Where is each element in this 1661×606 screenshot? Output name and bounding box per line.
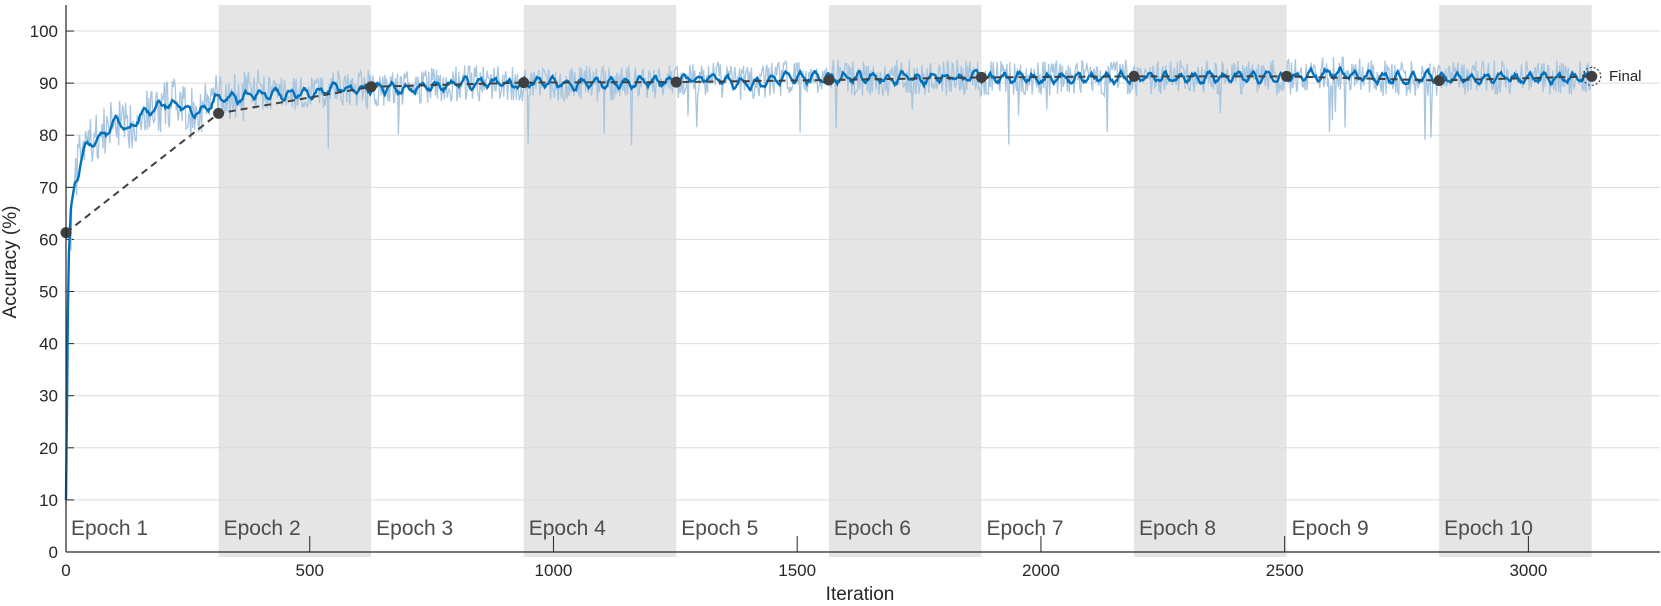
epoch-label: Epoch 1 xyxy=(71,517,148,540)
y-tick-label: 60 xyxy=(39,230,58,249)
y-axis-label: Accuracy (%) xyxy=(0,206,21,319)
validation-point xyxy=(1281,70,1293,82)
y-tick-label: 10 xyxy=(39,491,58,510)
validation-point xyxy=(1128,70,1140,82)
epoch-label: Epoch 4 xyxy=(529,517,606,540)
y-tick-label: 90 xyxy=(39,74,58,93)
epoch-label: Epoch 2 xyxy=(224,517,301,540)
validation-point xyxy=(365,81,377,93)
axes xyxy=(65,5,1660,553)
y-tick-label: 30 xyxy=(39,387,58,406)
training-smoothed-line xyxy=(64,65,1593,500)
final-label: Final xyxy=(1609,68,1642,85)
epoch-label: Epoch 5 xyxy=(681,517,758,540)
validation-point xyxy=(1586,70,1598,82)
epoch-label: Epoch 3 xyxy=(376,517,453,540)
y-tick-label: 50 xyxy=(39,283,58,302)
y-grid xyxy=(66,30,1660,553)
validation-point xyxy=(213,107,225,119)
y-tick-label: 40 xyxy=(39,335,58,354)
validation-point xyxy=(1433,75,1445,87)
y-tick-label: 0 xyxy=(49,543,58,562)
epoch-label: Epoch 8 xyxy=(1139,517,1216,540)
x-tick-label: 1000 xyxy=(535,561,573,580)
epoch-label: Epoch 9 xyxy=(1292,517,1369,540)
x-tick-label: 2000 xyxy=(1022,561,1060,580)
validation-point xyxy=(670,76,682,88)
training-smoothed-series xyxy=(64,65,1593,500)
x-tick-label: 0 xyxy=(61,561,70,580)
y-tick-label: 70 xyxy=(39,178,58,197)
epoch-band-10 xyxy=(1439,5,1592,557)
x-tick-label: 500 xyxy=(296,561,324,580)
y-tick-labels: 0 10 20 30 40 50 60 70 80 90 100 xyxy=(30,22,58,562)
validation-point xyxy=(823,74,835,86)
epoch-label: Epoch 10 xyxy=(1444,517,1533,540)
epoch-band-8 xyxy=(1134,5,1287,557)
epoch-band-6 xyxy=(828,5,982,557)
y-tick-label: 80 xyxy=(39,126,58,145)
epoch-label: Epoch 7 xyxy=(986,517,1063,540)
x-tick-label: 1500 xyxy=(778,561,816,580)
x-axis-label: Iteration xyxy=(826,584,895,605)
epoch-label: Epoch 6 xyxy=(834,517,911,540)
validation-point xyxy=(518,77,530,89)
y-tick-label: 100 xyxy=(30,22,58,41)
epoch-labels: Epoch 1 Epoch 2 Epoch 3 Epoch 4 Epoch 5 Epoch… xyxy=(71,517,1533,540)
validation-point xyxy=(975,71,987,83)
final-marker-ring xyxy=(1582,66,1602,86)
epoch-bands xyxy=(218,5,1592,557)
x-tick-labels: 0 500 1000 1500 2000 2500 3000 xyxy=(61,536,1547,580)
x-tick-label: 3000 xyxy=(1509,561,1547,580)
x-tick-label: 2500 xyxy=(1266,561,1304,580)
epoch-band-4 xyxy=(523,5,677,557)
y-tick-label: 20 xyxy=(39,439,58,458)
